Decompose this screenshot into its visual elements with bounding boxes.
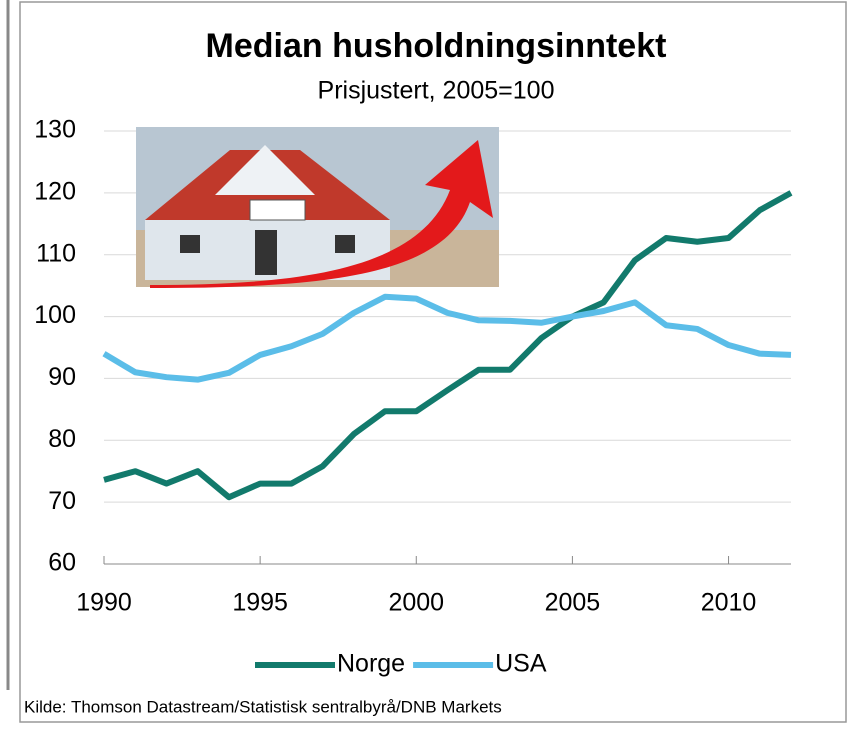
x-tick-label: 2005 bbox=[545, 589, 601, 617]
x-tick-label: 2010 bbox=[701, 589, 757, 617]
line-series bbox=[102, 293, 792, 383]
y-tick-label: 60 bbox=[48, 549, 76, 577]
frame bbox=[19, 1, 847, 723]
house-image bbox=[136, 127, 499, 288]
y-tick-label: 130 bbox=[34, 116, 76, 144]
x-tick-label: 2000 bbox=[388, 589, 444, 617]
y-tick-label: 100 bbox=[34, 301, 76, 329]
x-tick-label: 1990 bbox=[76, 589, 132, 617]
y-tick-label: 120 bbox=[34, 177, 76, 205]
source-note: Kilde: Thomson Datastream/Statistisk sen… bbox=[24, 697, 502, 716]
y-tick-label: 110 bbox=[36, 239, 76, 267]
y-tick-label: 70 bbox=[48, 487, 76, 515]
legend-label: Norge bbox=[337, 650, 405, 678]
chart-title: Median husholdningsinntekt bbox=[206, 27, 667, 65]
y-tick-label: 80 bbox=[48, 425, 76, 453]
chart-subtitle: Prisjustert, 2005=100 bbox=[318, 77, 555, 105]
x-tick-label: 1995 bbox=[232, 589, 288, 617]
legend-label: USA bbox=[495, 650, 547, 678]
y-tick-label: 90 bbox=[48, 363, 76, 391]
line-series bbox=[103, 190, 793, 501]
